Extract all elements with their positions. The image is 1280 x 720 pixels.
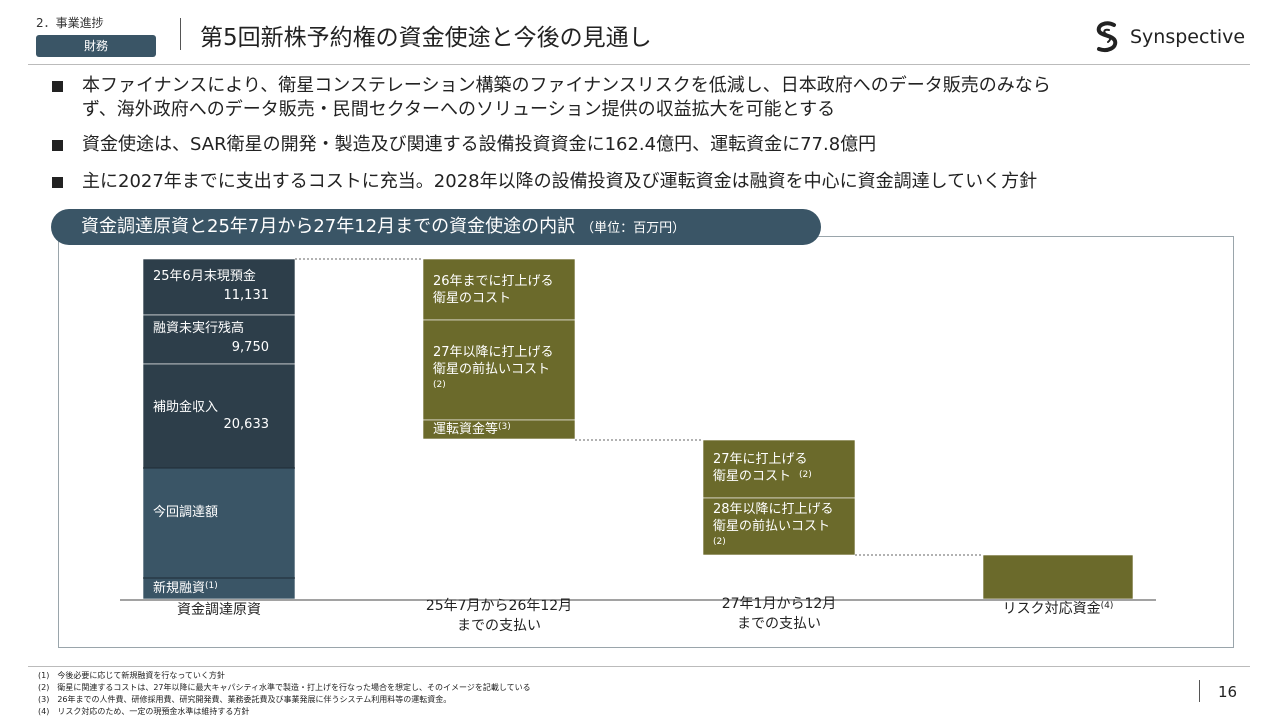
- bullet-text: 資金使途は、SAR衛星の開発・製造及び関連する設備投資資金に162.4億円、運転…: [82, 134, 877, 155]
- segment-label: 新規融資(1): [153, 580, 218, 596]
- title-divider: [180, 18, 181, 50]
- segment-value: 11,131: [224, 288, 270, 303]
- segment-label: 融資未実行残高: [153, 320, 244, 336]
- segment-label: 衛星のコスト: [713, 469, 791, 484]
- segment-label: 衛星の前払いコスト: [713, 518, 830, 534]
- segment-label: 27年以降に打上げる: [433, 345, 554, 360]
- footnote-marker: (2): [799, 470, 812, 480]
- footnote: (1) 今後必要に応じて新規融資を行なっていく方針: [38, 671, 225, 680]
- segment-label: 衛星の前払いコスト: [433, 361, 550, 377]
- bullet-item: 本ファイナンスにより、衛星コンステレーション構築のファイナンスリスクを低減し、日…: [52, 74, 1252, 122]
- segment-value: 9,750: [232, 340, 269, 355]
- footnote: (4) リスク対応のため、一定の現預金水準は維持する方針: [38, 707, 250, 716]
- category-label: までの支払い: [737, 616, 821, 632]
- bullet-text-continued: ず、海外政府へのデータ販売・民間セクターへのソリューション提供の収益拡大を可能と…: [82, 99, 836, 120]
- footnote-marker: (4): [1101, 601, 1114, 611]
- header-rule: [28, 64, 1250, 65]
- category-label: 資金調達原資: [177, 602, 261, 618]
- footnote: (3) 26年までの人件費、研修採用費、研究開発費、業務委託費及び事業発展に伴う…: [38, 695, 452, 704]
- chart-bar-segment: [422, 319, 576, 421]
- segment-label: 衛星のコスト: [433, 291, 511, 306]
- category-label: リスク対応資金(4): [1003, 601, 1114, 617]
- category-label: 27年1月から12月: [722, 596, 837, 612]
- segment-label: 28年以降に打上げる: [713, 502, 834, 517]
- page-number-divider: [1199, 680, 1200, 702]
- segment-label: 26年までに打上げる: [433, 274, 554, 289]
- footnote: (2) 衛星に関連するコストは、27年以降に最大キャパシティ水準で製造・打上げを…: [38, 683, 531, 692]
- bullet-square-icon: [52, 140, 63, 151]
- chart-title: 資金調達原資と25年7月から27年12月までの資金使途の内訳: [81, 216, 576, 237]
- chart-unit: （単位：百万円）: [581, 221, 686, 236]
- section-badge: 財務: [36, 35, 156, 57]
- bullet-item: 主に2027年までに支出するコストに充当。2028年以降の設備投資及び運転資金は…: [52, 170, 1252, 194]
- footnotes: (1) 今後必要に応じて新規融資を行なっていく方針 (2) 衛星に関連するコスト…: [38, 670, 531, 718]
- footer-rule: [28, 666, 1250, 667]
- chart-bar-segment: [702, 497, 856, 556]
- page-title: 第5回新株予約権の資金使途と今後の見通し: [200, 25, 652, 51]
- chart-bar-segment: [142, 258, 296, 316]
- segment-label: 27年に打上げる: [713, 452, 808, 467]
- bullet-text: 主に2027年までに支出するコストに充当。2028年以降の設備投資及び運転資金は…: [82, 171, 1038, 192]
- footnote-marker: (2): [713, 537, 726, 547]
- synspective-logo-icon: [1096, 21, 1118, 52]
- chart-bar-segment: [982, 554, 1134, 600]
- chart-bar-segment: [142, 314, 296, 365]
- segment-label: 補助金収入: [153, 399, 218, 415]
- footnote-marker: (1): [205, 581, 218, 591]
- footnote-marker: (3): [498, 422, 511, 432]
- section-label: 2．事業進捗: [36, 16, 104, 30]
- segment-value: 20,633: [224, 417, 270, 432]
- page-number: 16: [1218, 683, 1238, 701]
- category-label: までの支払い: [457, 618, 541, 634]
- bullet-square-icon: [52, 177, 63, 188]
- segment-label: 今回調達額: [153, 504, 218, 520]
- chart-bar-segment: [422, 419, 576, 440]
- company-logo: Synspective: [1092, 20, 1245, 54]
- footnote-marker: (2): [433, 380, 446, 390]
- bullet-item: 資金使途は、SAR衛星の開発・製造及び関連する設備投資資金に162.4億円、運転…: [52, 133, 1252, 157]
- chart-header: 資金調達原資と25年7月から27年12月までの資金使途の内訳 （単位：百万円）: [51, 209, 821, 245]
- bullet-square-icon: [52, 81, 63, 92]
- category-label: 25年7月から26年12月: [426, 598, 572, 614]
- chart-bar-segment: [422, 258, 576, 321]
- bullet-text: 本ファイナンスにより、衛星コンステレーション構築のファイナンスリスクを低減し、日…: [82, 75, 1051, 96]
- segment-label: 25年6月末現預金: [153, 268, 256, 284]
- logo-text: Synspective: [1130, 26, 1246, 48]
- segment-label: 運転資金等(3): [433, 421, 511, 437]
- chart-bar-segment: [142, 363, 296, 469]
- chart-bar-segment: [702, 439, 856, 499]
- chart-bar-segment: [142, 467, 296, 579]
